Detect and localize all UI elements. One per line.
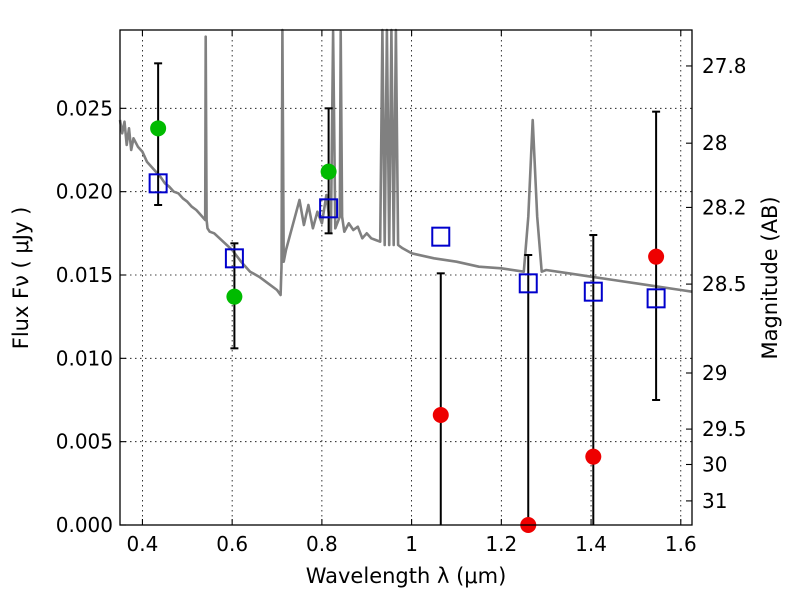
y-tick-label: 0.005 [56, 430, 113, 454]
model-photometry-square [148, 173, 168, 194]
model-spectrum-layer [118, 28, 693, 297]
green-data-point [226, 288, 243, 305]
model-photometry-square [583, 281, 603, 302]
y2-tick-label: 28 [702, 131, 727, 155]
green-data-point [150, 120, 167, 137]
y-tick-label: 0.025 [56, 96, 113, 120]
y2-tick-label: 28.2 [702, 195, 747, 219]
y-tick-label: 0.015 [56, 263, 113, 287]
model-photometry-square [518, 273, 538, 294]
y2-tick-label: 29.5 [702, 417, 747, 441]
red-data-point [648, 248, 665, 265]
x-tick-label: 0.6 [216, 532, 248, 556]
x-tick-label: 0.4 [127, 532, 159, 556]
red-data-point [585, 448, 602, 465]
green-data-point [320, 163, 337, 180]
marker-layer [148, 120, 666, 533]
tick-layer: 0.4 0.6 0.8 1 1.2 1.4 1.6 0.000 0.005 0.010 0.015 0… [56, 30, 747, 556]
red-data-point [432, 407, 449, 423]
y2-axis-label: Magnitude (AB) [758, 196, 782, 359]
y2-tick-label: 28.5 [702, 272, 747, 296]
x-tick-label: 1.2 [485, 532, 517, 556]
model-photometry-square [431, 226, 451, 247]
x-axis-label: Wavelength λ (μm) [306, 564, 507, 588]
x-tick-label: 1.4 [575, 532, 607, 556]
y-tick-label: 0.020 [56, 180, 113, 204]
y-axis-label: Flux Fν ( μJy ) [9, 207, 33, 350]
model-photometry-square [646, 288, 666, 309]
grid [120, 30, 692, 525]
y2-tick-label: 27.8 [702, 54, 747, 78]
model-spectrum-line [118, 28, 693, 297]
model-photometry-square [319, 198, 339, 219]
y-tick-label: 0.000 [56, 513, 113, 537]
y2-tick-label: 29 [702, 361, 727, 385]
y2-tick-label: 30 [702, 452, 727, 476]
x-tick-label: 0.8 [306, 532, 338, 556]
x-tick-label: 1 [405, 532, 418, 556]
plot-frame [119, 29, 693, 526]
y2-tick-label: 31 [702, 489, 727, 513]
model-photometry-square [224, 248, 244, 269]
y-tick-label: 0.010 [56, 346, 113, 370]
x-tick-label: 1.6 [665, 532, 697, 556]
